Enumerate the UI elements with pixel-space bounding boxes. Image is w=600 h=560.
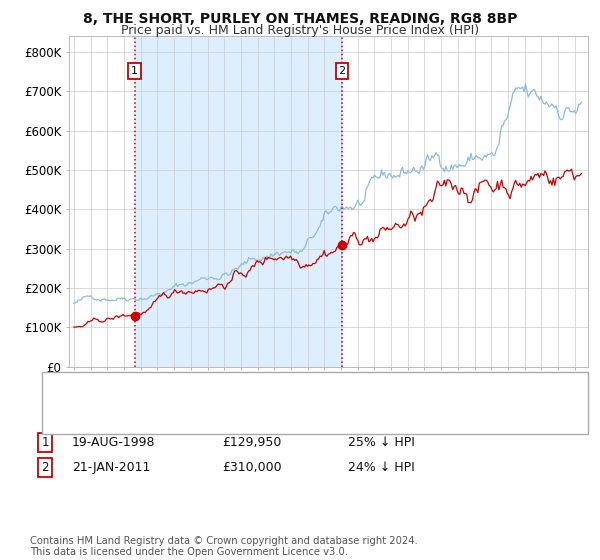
- Text: 25% ↓ HPI: 25% ↓ HPI: [348, 436, 415, 449]
- Text: 1: 1: [41, 436, 49, 449]
- Text: HPI: Average price, detached house, West Berkshire: HPI: Average price, detached house, West…: [87, 409, 394, 423]
- Text: 21-JAN-2011: 21-JAN-2011: [72, 461, 151, 474]
- Text: Price paid vs. HM Land Registry's House Price Index (HPI): Price paid vs. HM Land Registry's House …: [121, 24, 479, 36]
- Text: ——: ——: [57, 409, 72, 423]
- Text: Contains HM Land Registry data © Crown copyright and database right 2024.
This d: Contains HM Land Registry data © Crown c…: [30, 535, 418, 557]
- Text: £310,000: £310,000: [222, 461, 281, 474]
- Text: 24% ↓ HPI: 24% ↓ HPI: [348, 461, 415, 474]
- Text: 8, THE SHORT, PURLEY ON THAMES, READING, RG8 8BP (detached house): 8, THE SHORT, PURLEY ON THAMES, READING,…: [87, 384, 523, 397]
- Text: 19-AUG-1998: 19-AUG-1998: [72, 436, 155, 449]
- Text: 8, THE SHORT, PURLEY ON THAMES, READING, RG8 8BP: 8, THE SHORT, PURLEY ON THAMES, READING,…: [83, 12, 517, 26]
- Text: 1: 1: [131, 66, 138, 76]
- Text: 2: 2: [41, 461, 49, 474]
- Text: 2: 2: [338, 66, 346, 76]
- Text: ——: ——: [57, 384, 72, 397]
- Bar: [134, 36, 342, 367]
- Text: £129,950: £129,950: [222, 436, 281, 449]
